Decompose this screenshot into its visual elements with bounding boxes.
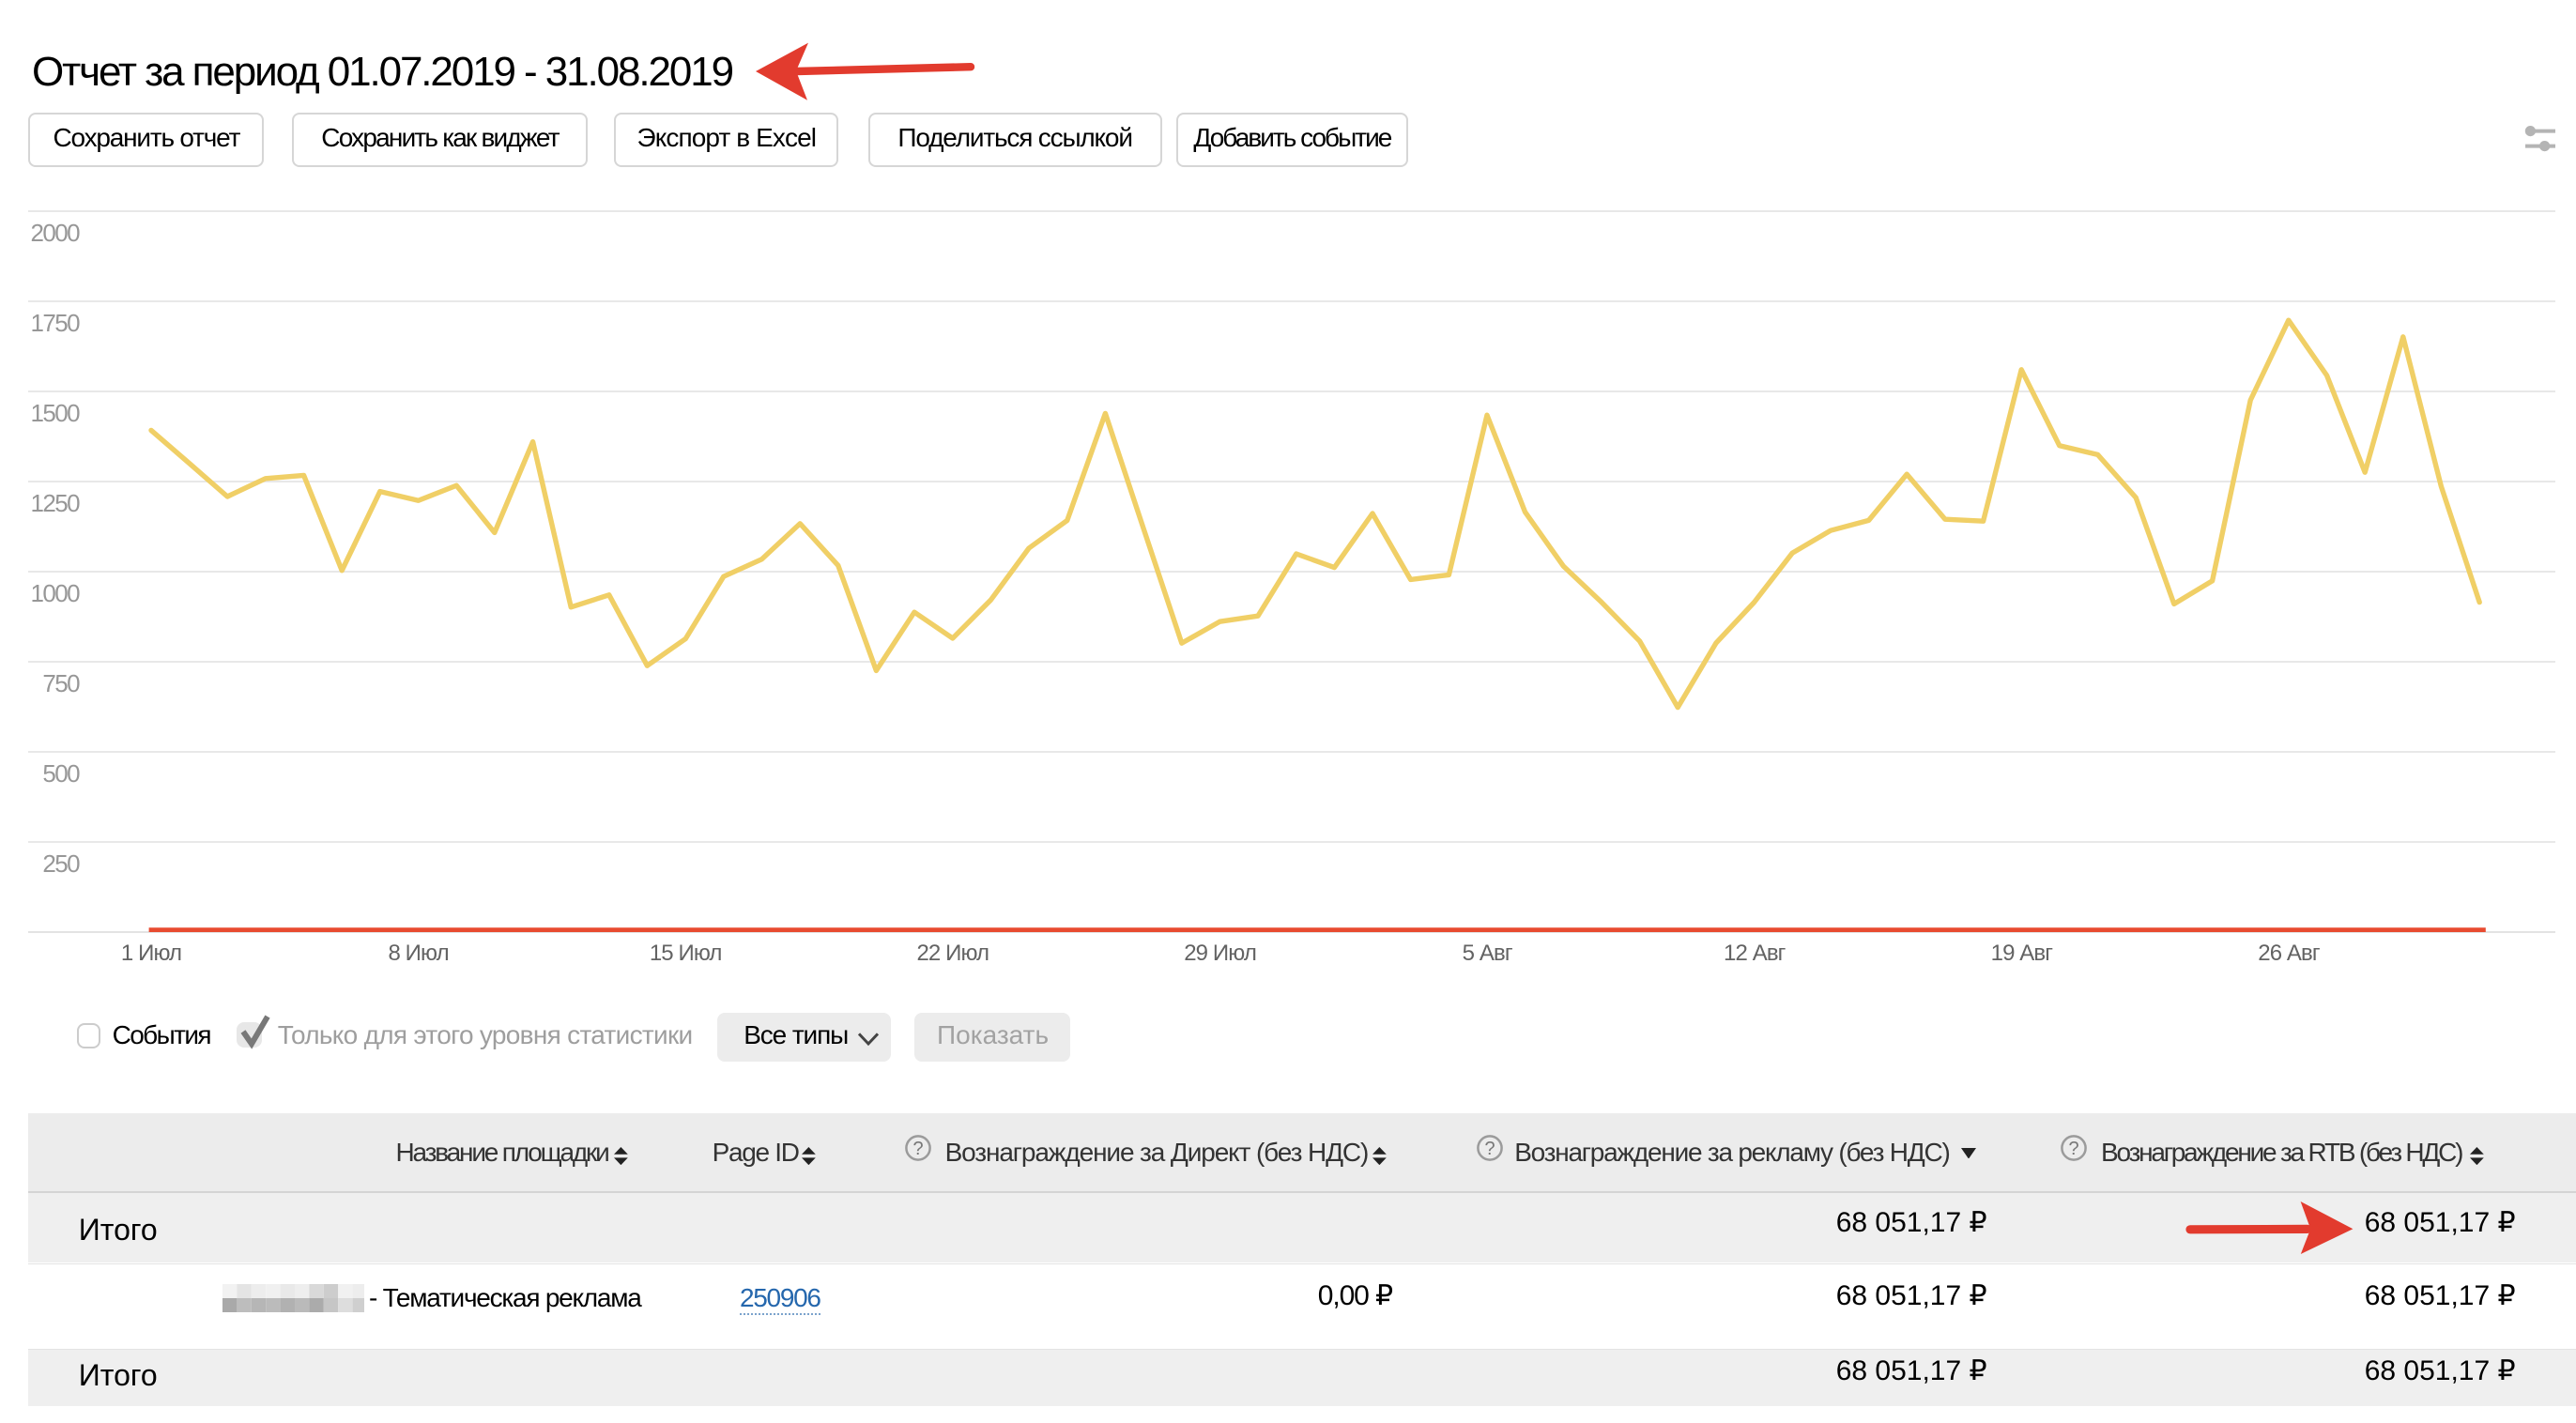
svg-text:?: ? (2068, 1139, 2078, 1159)
svg-text:?: ? (1484, 1139, 1495, 1159)
svg-text:?: ? (912, 1139, 923, 1159)
